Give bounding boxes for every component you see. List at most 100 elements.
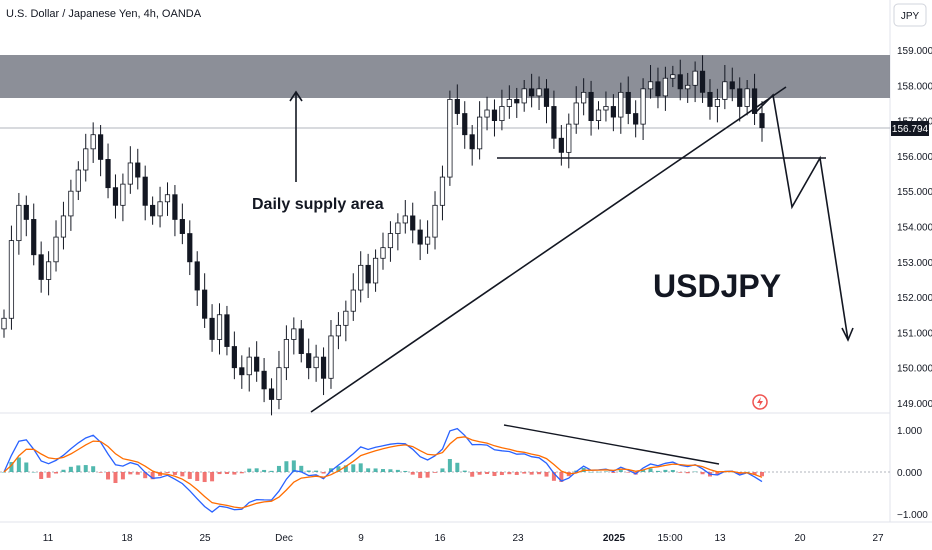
candle	[283, 339, 289, 369]
candle	[677, 74, 683, 90]
macd-histogram-bar	[120, 472, 125, 480]
macd-histogram-bar	[455, 462, 460, 472]
macd-histogram-bar	[381, 469, 385, 472]
candle	[647, 81, 654, 90]
candle	[722, 81, 728, 100]
time-axis[interactable]: 11 18 25 Dec 9 16 23 2025 15:00 13 20 27	[43, 533, 884, 544]
price-tick-label: 155.000	[897, 187, 932, 198]
macd-histogram-bar	[210, 472, 215, 482]
time-tick-label: 13	[714, 533, 726, 544]
candle	[23, 204, 29, 220]
time-tick-label: 20	[794, 533, 806, 544]
macd-histogram-bar	[39, 472, 44, 479]
candle	[573, 102, 579, 125]
macd-histogram-bar	[358, 463, 363, 472]
candle	[224, 314, 230, 347]
candle	[603, 106, 609, 111]
time-tick-label: 27	[872, 533, 884, 544]
chart-title: U.S. Dollar / Japanese Yen, 4h, OANDA	[6, 8, 202, 20]
macd-histogram-bar	[641, 470, 646, 472]
candle	[246, 356, 252, 376]
candle	[410, 215, 416, 231]
divergence-line[interactable]	[503, 424, 720, 465]
macd-histogram-bar	[269, 470, 274, 472]
projection-path[interactable]	[754, 93, 849, 341]
candle	[254, 356, 260, 372]
macd-histogram-bar	[343, 465, 348, 472]
candle	[53, 236, 59, 263]
price-tick-label: 149.000	[897, 399, 932, 410]
candle	[595, 109, 602, 122]
candle	[469, 134, 475, 150]
candle	[261, 370, 267, 390]
candle	[588, 91, 594, 122]
candle	[529, 88, 535, 97]
candle	[209, 317, 215, 340]
candle	[268, 388, 275, 400]
candle	[276, 367, 282, 400]
macd-histogram-bar	[314, 470, 319, 472]
macd-histogram-bar	[596, 471, 601, 473]
candle	[662, 77, 668, 97]
time-tick-label: 2025	[603, 533, 626, 544]
macd-histogram-bar	[440, 468, 445, 472]
candle	[551, 106, 557, 139]
macd-histogram-bar	[68, 466, 73, 472]
macd-histogram-bar	[685, 472, 690, 474]
candle	[484, 109, 490, 118]
macd-histogram-bar	[655, 470, 660, 472]
macd-histogram-bar	[537, 472, 542, 475]
candle	[98, 134, 104, 160]
price-tick-label: 151.000	[897, 328, 932, 339]
macd-histogram-bar	[76, 465, 81, 472]
candle	[60, 215, 67, 238]
macd-histogram-bar	[135, 472, 140, 475]
candle	[447, 99, 453, 178]
candle	[491, 109, 498, 122]
currency-button[interactable]	[893, 3, 927, 27]
macd-histogram-bar	[150, 472, 155, 480]
macd-histogram-bar	[760, 472, 764, 477]
price-axis[interactable]: 159.000158.000157.000156.000155.000154.0…	[897, 46, 932, 410]
candle	[402, 215, 408, 224]
macd-histogram-bar	[618, 470, 623, 472]
macd-histogram-bar	[418, 472, 423, 479]
candle	[90, 134, 96, 150]
candle	[194, 261, 200, 291]
macd-histogram-bar	[611, 472, 616, 473]
candle	[692, 70, 698, 86]
candle	[335, 324, 342, 337]
macd-histogram-bar	[306, 470, 311, 472]
macd-histogram-bar	[291, 460, 296, 472]
candle	[558, 137, 564, 153]
macd-histogram-bar	[46, 472, 51, 478]
macd-histogram-bar	[366, 468, 371, 472]
time-tick-label: 23	[512, 533, 524, 544]
macd-histogram-bar	[54, 472, 59, 474]
candle	[75, 169, 81, 192]
time-tick-label: Dec	[275, 533, 293, 544]
lightning-icon	[757, 397, 763, 407]
candle	[737, 88, 743, 107]
macd-histogram-bar	[485, 472, 490, 474]
trendline[interactable]	[310, 86, 787, 413]
macd-histogram-bar	[299, 465, 304, 472]
candle	[581, 91, 587, 104]
candle	[744, 88, 750, 107]
candle	[45, 261, 52, 280]
candle	[8, 240, 15, 319]
macd-histogram-bar	[433, 472, 438, 473]
macd-histogram-bar	[2, 472, 6, 473]
macd-histogram-bar	[232, 472, 237, 475]
candle	[306, 353, 312, 369]
macd-histogram-bar	[16, 457, 21, 472]
macd-histogram-bar	[143, 472, 148, 479]
price-tick-label: 152.000	[897, 293, 932, 304]
macd-histogram-bar	[276, 465, 281, 472]
candle	[729, 81, 735, 90]
macd-histogram-bar	[217, 472, 222, 475]
macd-histogram-bar	[522, 472, 527, 474]
macd-histogram-bar	[388, 469, 393, 472]
macd-histogram-bar	[670, 469, 675, 472]
